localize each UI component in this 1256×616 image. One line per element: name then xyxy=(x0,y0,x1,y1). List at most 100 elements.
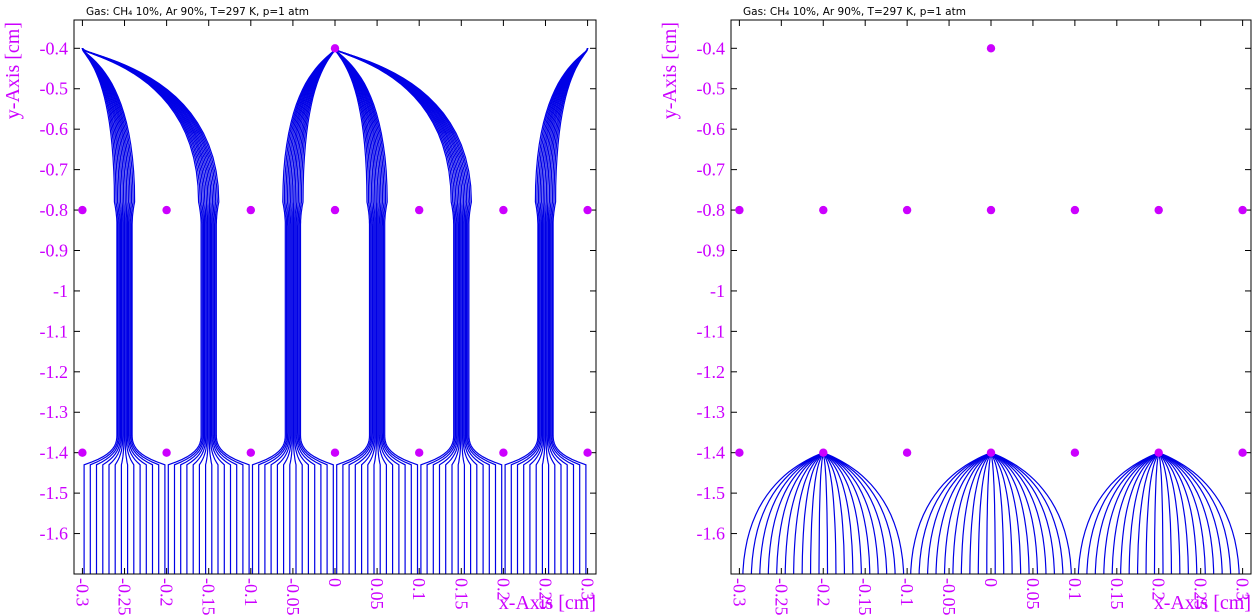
drift-line xyxy=(784,452,824,574)
wire-marker xyxy=(819,448,828,457)
x-tick-label: -0.25 xyxy=(771,578,791,616)
y-axis: -0.4 -0.5 -0.6 -0.7 -0.8 -0.9 -1 -1.1 -1.2 -1.3 -1… xyxy=(697,38,1251,544)
wire-marker xyxy=(415,205,424,215)
drift-line xyxy=(1158,452,1206,574)
wire-marker xyxy=(735,205,744,215)
wire-marker xyxy=(499,448,508,457)
drift-line xyxy=(952,452,992,574)
wire-marker xyxy=(902,205,912,215)
y-tick-label: -0.9 xyxy=(697,240,726,260)
x-tick-label: -0.25 xyxy=(115,578,135,616)
y-tick-label: -1.1 xyxy=(697,321,726,341)
x-tick-label: -0.05 xyxy=(939,578,959,616)
x-tick-label: 0.1 xyxy=(1065,578,1085,601)
drift-line xyxy=(823,452,905,574)
x-tick-label: -0.1 xyxy=(897,578,917,607)
drift-line xyxy=(1103,452,1160,574)
y-tick-label: -1.4 xyxy=(40,443,69,463)
x-tick-label: -0.1 xyxy=(241,578,261,607)
drift-line xyxy=(990,452,996,574)
drift-line xyxy=(334,47,465,574)
wires xyxy=(78,44,592,457)
drift-line xyxy=(818,452,824,574)
drift-line xyxy=(81,47,213,574)
x-tick-label: -0.3 xyxy=(729,578,749,607)
drift-line xyxy=(81,48,166,574)
y-tick-label: -1.6 xyxy=(697,524,726,544)
x-tick-label: -0.15 xyxy=(855,578,875,616)
plot-header: Gas: CH₄ 10%, Ar 90%, T=297 K, p=1 atm xyxy=(743,6,966,18)
y-tick-label: -0.6 xyxy=(40,119,69,139)
wire-marker xyxy=(1154,448,1163,457)
y-tick-label: -0.7 xyxy=(40,160,69,180)
drift-line xyxy=(334,47,497,574)
wire-marker xyxy=(986,448,996,457)
drift-lines xyxy=(81,47,589,574)
x-tick-label: 0.3 xyxy=(578,578,598,601)
drift-line xyxy=(990,452,1072,574)
y-tick-label: -0.8 xyxy=(40,200,69,220)
y-tick-label: -0.8 xyxy=(697,200,726,220)
drift-line xyxy=(1158,452,1173,574)
x-tick-label: 0.1 xyxy=(409,578,429,601)
y-tick-label: -0.6 xyxy=(697,119,726,139)
drift-lines xyxy=(742,452,1240,574)
y-tick-label: -0.4 xyxy=(40,38,69,58)
wire-marker xyxy=(246,448,255,457)
y-tick-label: -1 xyxy=(53,281,68,301)
drift-line xyxy=(299,48,336,574)
y-tick-label: -1 xyxy=(710,281,725,301)
wire-marker xyxy=(78,448,87,457)
x-tick-label: -0.2 xyxy=(157,578,177,607)
wire-marker xyxy=(330,44,340,53)
drift-line xyxy=(334,48,419,574)
y-axis-title: y-Axis [cm] xyxy=(659,22,681,119)
x-tick-label: 0.25 xyxy=(535,578,555,610)
drift-line xyxy=(809,452,824,574)
drift-line xyxy=(822,452,871,574)
drift-line xyxy=(990,452,1022,574)
drift-line xyxy=(1158,452,1164,574)
wire-marker xyxy=(330,448,340,457)
y-tick-label: -1.3 xyxy=(40,402,69,422)
wire-marker xyxy=(735,448,744,457)
wires xyxy=(735,44,1247,457)
wire-marker xyxy=(819,205,828,215)
wire-marker xyxy=(583,448,592,457)
x-axis: -0.3 -0.25 -0.2 -0.15 -0.1 -0.05 0 0.05 0.1 0.15 0… xyxy=(729,20,1253,616)
y-tick-label: -0.9 xyxy=(40,240,69,260)
drift-line xyxy=(822,452,837,574)
x-tick-label: 0.05 xyxy=(1023,578,1043,610)
drift-line xyxy=(1158,452,1240,574)
x-tick-label: 0.3 xyxy=(1233,578,1253,601)
wire-marker xyxy=(1070,448,1080,457)
drift-line xyxy=(1153,452,1160,574)
drift-line xyxy=(960,452,992,574)
x-tick-label: 0 xyxy=(981,578,1001,587)
drift-line xyxy=(918,452,992,574)
drift-line xyxy=(552,48,589,574)
drift-line xyxy=(969,452,992,574)
x-axis-title: x-Axis [cm] xyxy=(1154,592,1251,614)
drift-line xyxy=(822,452,845,574)
x-tick-label: 0 xyxy=(325,578,345,587)
x-tick-label: 0.15 xyxy=(451,578,471,610)
y-tick-label: -1.1 xyxy=(40,321,69,341)
wire-marker xyxy=(1154,205,1163,215)
wire-marker xyxy=(986,205,996,215)
y-tick-label: -1.2 xyxy=(697,362,726,382)
drift-line xyxy=(1137,452,1160,574)
x-axis: -0.3 -0.25 -0.2 -0.15 -0.1 -0.05 0 0.05 0.1 0.15 0… xyxy=(72,20,598,616)
plot-panel-1: Gas: CH₄ 10%, Ar 90%, T=297 K, p=1 atm -0… xyxy=(2,6,598,616)
plot-panel-2: Gas: CH₄ 10%, Ar 90%, T=297 K, p=1 atm -0… xyxy=(659,6,1253,616)
drift-line xyxy=(990,452,1039,574)
drift-line xyxy=(1158,452,1181,574)
drift-line xyxy=(776,452,824,574)
wire-marker xyxy=(246,205,255,215)
y-tick-label: -1.2 xyxy=(40,362,69,382)
wire-marker xyxy=(986,44,996,53)
drift-line xyxy=(801,452,824,574)
y-tick-label: -1.4 xyxy=(697,443,726,463)
plot-frame xyxy=(730,19,1252,575)
